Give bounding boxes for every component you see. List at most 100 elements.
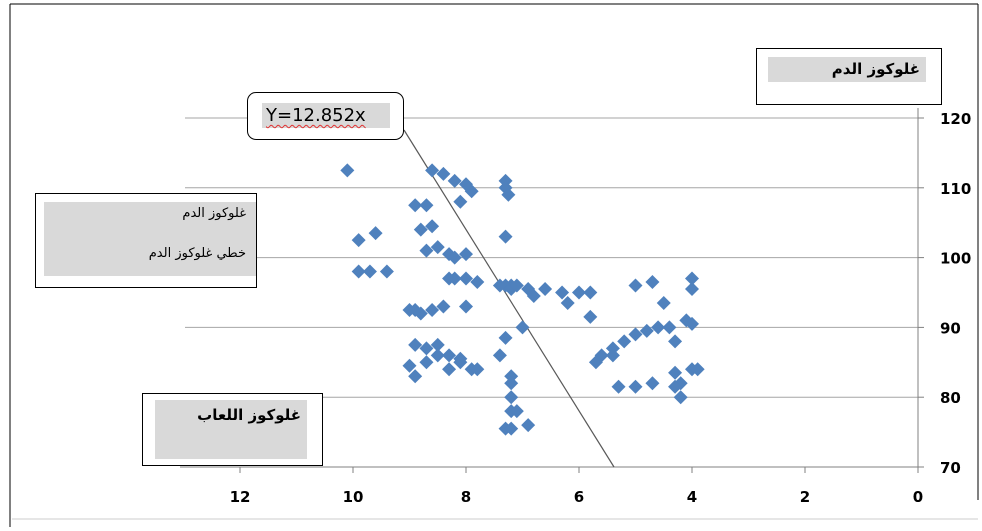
data-point-top-1 (436, 166, 451, 181)
data-point-top-0 (425, 163, 440, 178)
data-point-48 (583, 309, 598, 324)
x-tick-label-4: 4 (687, 488, 697, 506)
data-point-6 (408, 198, 423, 213)
data-point-40 (504, 376, 519, 391)
data-point-9 (425, 219, 440, 234)
data-point-73 (628, 278, 643, 293)
trendline (403, 129, 615, 468)
y-tick-label-70: 70 (940, 459, 961, 477)
tick-labels: 70 80 90 100 110 120 12 10 8 6 4 2 0 (230, 110, 972, 506)
data-point-34 (430, 337, 445, 352)
legend-entry-trendline: خطي غلوكوز الدم (148, 246, 246, 261)
data-point-54 (453, 355, 468, 370)
data-point-top-2 (447, 173, 462, 188)
x-tick-label-6: 6 (574, 488, 584, 506)
data-point-46 (583, 285, 598, 300)
data-point-75 (656, 295, 671, 310)
data-point-72 (685, 316, 699, 331)
data-point-87 (588, 355, 603, 370)
data-point-10 (419, 243, 434, 258)
x-tick-label-10: 10 (343, 488, 364, 506)
axes (180, 108, 924, 473)
data-point-67 (639, 323, 654, 338)
x-tick-label-12: 12 (230, 488, 251, 506)
data-point-78 (611, 379, 626, 394)
y-tick-label-80: 80 (940, 389, 961, 407)
data-point-69 (662, 320, 677, 335)
legend-background (44, 202, 256, 276)
data-point-43 (538, 282, 553, 297)
data-point-86 (668, 379, 683, 394)
data-point-65 (617, 334, 632, 349)
data-point-26 (447, 271, 462, 286)
data-point-41 (515, 320, 530, 335)
data-point-top-7 (501, 187, 516, 202)
data-point-77 (685, 282, 699, 297)
data-point-81 (668, 365, 683, 380)
x-axis-title: غلوكوز اللعاب (155, 400, 307, 459)
y-tick-label-110: 110 (940, 180, 971, 198)
data-point-38 (498, 330, 513, 345)
equation-callout: Y=12.852x (247, 92, 404, 140)
y-tick-label-100: 100 (940, 250, 971, 268)
data-point-8 (413, 222, 428, 237)
x-tick-label-2: 2 (800, 488, 810, 506)
data-point-57 (504, 390, 519, 405)
data-point-32 (408, 337, 423, 352)
data-point-5 (379, 264, 394, 279)
legend-box: غلوكوز الدم خطي غلوكوز الدم (35, 193, 257, 288)
data-point-42 (526, 288, 541, 303)
data-point-top-8 (453, 194, 468, 209)
x-tick-label-8: 8 (461, 488, 471, 506)
y-tick-label-120: 120 (940, 110, 971, 128)
data-point-55 (470, 362, 485, 377)
data-point-21 (413, 306, 428, 321)
data-point-74 (645, 275, 660, 290)
data-point-14 (459, 247, 473, 262)
data-point-76 (685, 271, 699, 286)
data-point-52 (430, 348, 445, 363)
gridlines (185, 117, 918, 398)
data-point-23 (436, 299, 451, 314)
data-point-0 (340, 163, 355, 178)
data-point-53 (442, 362, 457, 377)
data-point-70 (668, 334, 683, 349)
data-point-80 (645, 376, 660, 391)
data-point-68 (651, 320, 666, 335)
data-point-30 (509, 278, 524, 293)
data-point-4 (362, 264, 377, 279)
data-point-33 (419, 341, 434, 356)
data-point-2 (368, 226, 383, 241)
data-point-47 (560, 295, 575, 310)
data-point-22 (425, 302, 440, 317)
data-point-79 (628, 379, 643, 394)
data-point-11 (430, 240, 445, 255)
data-point-85 (673, 390, 688, 405)
x-tick-label-0: 0 (913, 488, 923, 506)
data-point-35 (442, 348, 457, 363)
data-point-16 (498, 229, 513, 244)
data-point-49 (402, 358, 417, 373)
data-point-15 (459, 271, 473, 286)
data-point-66 (628, 327, 643, 342)
data-points (340, 163, 705, 436)
y-axis-title-box: غلوكوز الدم (756, 48, 942, 105)
data-point-51 (419, 355, 434, 370)
data-point-50 (408, 369, 423, 384)
data-point-24 (459, 299, 473, 314)
data-point-56 (492, 348, 507, 363)
data-point-1 (351, 233, 366, 248)
trendline-layer (403, 129, 615, 468)
y-axis-title: غلوكوز الدم (768, 57, 926, 82)
data-point-3 (351, 264, 366, 279)
data-point-60 (521, 418, 536, 433)
equation-text: Y=12.852x (262, 103, 390, 128)
x-axis-title-box: غلوكوز اللعاب (142, 393, 323, 466)
data-point-45 (572, 285, 586, 300)
data-point-88 (605, 348, 620, 363)
data-point-62 (504, 421, 519, 436)
legend-entry-points: غلوكوز الدم (182, 206, 246, 221)
data-point-27 (470, 275, 485, 290)
